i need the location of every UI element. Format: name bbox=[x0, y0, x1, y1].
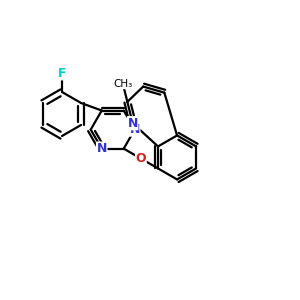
Text: N: N bbox=[97, 142, 107, 155]
Text: F: F bbox=[58, 67, 66, 80]
Text: O: O bbox=[136, 152, 146, 165]
Text: N: N bbox=[130, 123, 140, 136]
Text: CH₃: CH₃ bbox=[113, 79, 133, 89]
Text: N: N bbox=[128, 117, 138, 130]
